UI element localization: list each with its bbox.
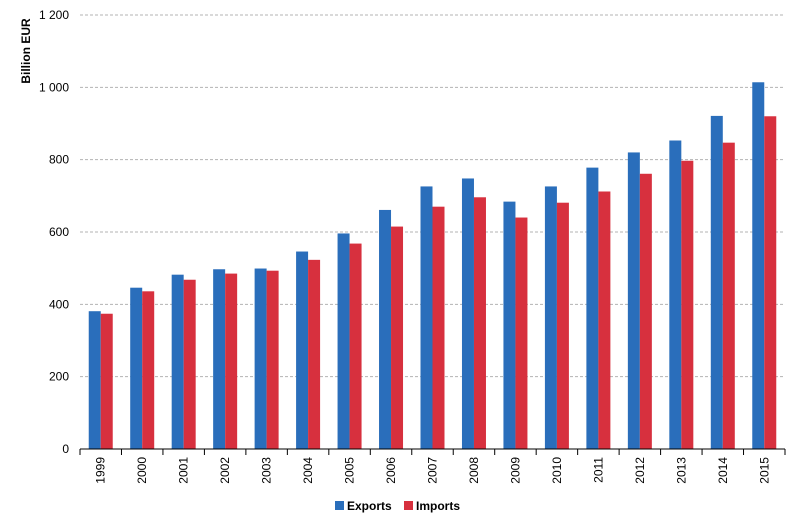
y-axis-title: Billion EUR [19,18,33,84]
legend-swatch-imports [404,501,413,510]
x-tick-label: 2011 [591,457,605,483]
y-tick-label: 1 200 [39,8,69,22]
x-tick-label: 2004 [301,457,315,484]
bar-exports-2004 [296,251,309,449]
bar-imports-2007 [432,206,445,449]
bar-imports-2008 [473,197,486,449]
y-tick-label: 200 [49,370,69,384]
x-tick-label: 2010 [550,457,564,484]
axes [79,448,786,455]
bar-imports-2012 [639,173,652,449]
y-tick-label: 600 [49,225,69,239]
x-tick-label: 2005 [343,457,357,484]
x-tick-label: 2014 [716,457,730,484]
legend-swatch-exports [335,501,344,510]
x-tick-label: 2001 [177,457,191,484]
bar-exports-2003 [254,268,267,449]
bar-exports-1999 [88,311,101,449]
bar-imports-2003 [266,270,279,449]
y-tick-label: 800 [49,153,69,167]
x-tick-label: 2009 [508,457,522,484]
bar-imports-2009 [515,217,528,449]
y-tick-labels: 0 200 400 600 800 1 000 1 200 [39,8,69,456]
x-tick-label: 2000 [135,457,149,484]
bar-imports-2001 [183,279,196,449]
legend: Exports Imports [335,499,460,513]
x-tick-labels: 1999 2000 2001 2002 2003 2004 2005 2006 2007 2008… [94,457,772,484]
bars [88,82,777,450]
bar-imports-2013 [681,160,694,450]
bar-imports-2014 [722,142,735,449]
bar-exports-2012 [627,152,640,449]
bar-exports-2000 [130,287,143,449]
bar-exports-2002 [213,269,226,449]
bar-exports-2001 [171,274,184,449]
bar-imports-2006 [391,226,404,449]
bar-imports-2004 [308,259,321,449]
bar-imports-2011 [598,191,611,449]
x-tick-label: 2007 [426,457,440,484]
x-tick-label: 1999 [94,457,108,484]
bar-exports-2007 [420,186,433,449]
y-tick-label: 1 000 [39,80,69,94]
x-tick-label: 2003 [260,457,274,484]
bar-exports-2010 [544,186,557,449]
x-tick-label: 2006 [384,457,398,484]
legend-label-exports: Exports [347,499,392,513]
bar-imports-2015 [764,116,777,450]
y-tick-label: 400 [49,297,69,311]
x-tick-label: 2015 [757,457,771,484]
bar-exports-2008 [461,178,474,449]
bar-exports-2011 [586,167,599,449]
bar-exports-2014 [710,115,723,449]
bar-imports-2010 [556,202,569,449]
bar-exports-2013 [669,140,682,449]
bar-imports-2002 [225,273,238,449]
bar-exports-2006 [379,209,392,449]
bar-imports-1999 [100,313,113,449]
bar-exports-2015 [752,82,765,450]
bar-imports-2000 [142,291,155,449]
x-tick-label: 2013 [674,457,688,484]
bar-exports-2005 [337,233,350,449]
legend-label-imports: Imports [416,499,460,513]
bar-exports-2009 [503,201,516,449]
x-tick-label: 2002 [218,457,232,484]
bar-imports-2005 [349,243,362,449]
x-tick-label: 2008 [467,457,481,484]
x-tick-label: 2012 [633,457,647,484]
y-tick-label: 0 [62,442,69,456]
